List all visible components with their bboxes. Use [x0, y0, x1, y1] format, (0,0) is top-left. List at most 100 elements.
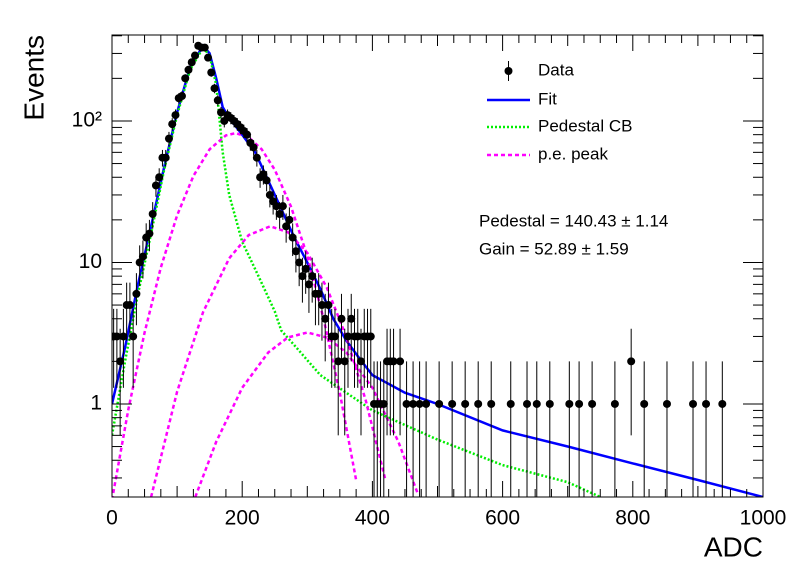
curve [112, 45, 601, 497]
curve [149, 224, 387, 497]
data-point [272, 202, 281, 211]
data-point [396, 357, 405, 366]
data-point [506, 399, 515, 408]
data-point [402, 399, 411, 408]
data-point [129, 332, 138, 341]
data-point [252, 153, 261, 162]
x-axis-title: ADC [704, 531, 763, 562]
data-point [177, 92, 186, 101]
data-point [138, 252, 147, 261]
data-point [210, 84, 219, 93]
annotation: Gain = 52.89 ± 1.59 [479, 239, 629, 258]
data-point [379, 399, 388, 408]
data-point [217, 108, 226, 117]
data-point [282, 222, 291, 231]
x-tick-label: 0 [106, 507, 118, 530]
data-point [132, 289, 141, 298]
data-point [337, 314, 346, 323]
x-tick-label: 1000 [740, 507, 787, 530]
curve [112, 43, 763, 497]
data-point [204, 53, 213, 62]
data-point [125, 301, 134, 310]
data-point [181, 74, 190, 83]
data-point [523, 399, 532, 408]
data-point [213, 96, 222, 105]
data-point [168, 120, 177, 129]
x-tick-label: 800 [615, 507, 650, 530]
data-point [151, 181, 160, 190]
data-point [640, 399, 649, 408]
legend-label: Data [538, 60, 574, 79]
data-point [207, 68, 216, 77]
data-point [171, 111, 180, 120]
data-point [295, 258, 304, 267]
data-point [249, 143, 258, 152]
y-tick-label: 10 [79, 250, 102, 273]
data-point [662, 399, 671, 408]
data-point [545, 399, 554, 408]
x-tick-label: 400 [355, 507, 390, 530]
data-point [474, 399, 483, 408]
data-point [145, 229, 154, 238]
y-tick-label: 10² [72, 109, 102, 132]
data-point [155, 173, 164, 182]
plot-area [112, 41, 763, 497]
data-point [610, 399, 619, 408]
data-point [200, 43, 209, 52]
y-tick-label: 1 [90, 392, 102, 415]
data-point [191, 51, 200, 60]
data-point [243, 130, 252, 139]
data-point [220, 116, 229, 125]
data-point [422, 399, 431, 408]
data-point [317, 301, 326, 310]
data-point [275, 210, 284, 219]
data-point [588, 399, 597, 408]
data-point [334, 357, 343, 366]
data-point [164, 134, 173, 143]
data-point [627, 357, 636, 366]
data-point [161, 153, 170, 162]
data-point [343, 332, 352, 341]
legend-label: p.e. peak [538, 144, 608, 163]
data-point [321, 314, 330, 323]
data-point [187, 58, 196, 67]
data-point [308, 272, 317, 281]
legend-label: Pedestal CB [538, 116, 633, 135]
data-point [330, 332, 339, 341]
data-point [366, 332, 375, 341]
x-tick-label: 600 [485, 507, 520, 530]
data-point [304, 280, 313, 289]
data-point [702, 399, 711, 408]
data-point [347, 314, 356, 323]
data-point [689, 399, 698, 408]
data-point [288, 233, 297, 242]
data-point [324, 301, 333, 310]
data-point [291, 247, 300, 256]
data-point [119, 332, 128, 341]
annotation: Pedestal = 140.43 ± 1.14 [479, 211, 668, 230]
data-point [301, 264, 310, 273]
data-point [389, 357, 398, 366]
data-point [314, 289, 323, 298]
data-point [184, 65, 193, 74]
x-tick-label: 200 [225, 507, 260, 530]
data-point [409, 399, 418, 408]
data-point [353, 332, 362, 341]
legend-marker [504, 67, 513, 75]
legend-label: Fit [538, 89, 557, 108]
y-axis-title: Events [18, 35, 49, 121]
data-point [265, 190, 274, 199]
data-point [461, 399, 470, 408]
data-point [135, 258, 144, 267]
data-point [435, 399, 444, 408]
data-point [259, 170, 268, 179]
data-point [298, 272, 307, 281]
data-point [285, 215, 294, 224]
data-point [487, 399, 496, 408]
data-point [575, 399, 584, 408]
data-point [565, 399, 574, 408]
data-point [415, 399, 424, 408]
data-point [357, 357, 366, 366]
